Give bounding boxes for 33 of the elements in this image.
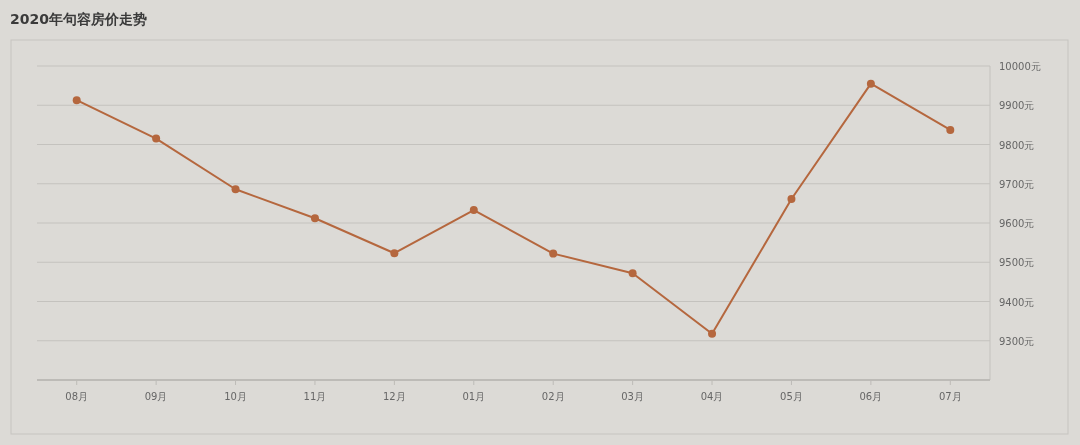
- x-tick-label: 02月: [541, 391, 565, 402]
- point: [946, 125, 955, 134]
- x-tick-label: 07月: [938, 391, 962, 402]
- x-tick-label: 03月: [621, 391, 644, 402]
- point: [866, 79, 875, 88]
- x-tick-label: 05月: [780, 391, 803, 402]
- x-tick-label: 06月: [859, 391, 883, 402]
- y-tick-label: 9500元: [999, 257, 1035, 269]
- y-tick-label: 9300元: [999, 335, 1035, 347]
- point: [469, 206, 478, 215]
- point: [549, 249, 558, 258]
- x-tick-label: 08月: [65, 391, 89, 402]
- y-tick-label: 10000元: [999, 61, 1041, 72]
- point: [390, 249, 399, 258]
- point: [628, 269, 637, 278]
- x-tick-label: 10月: [224, 391, 247, 402]
- y-tick-label: 9400元: [999, 296, 1035, 308]
- chart-title: 2020年句容房价走势: [10, 11, 147, 27]
- y-tick-label: 9900元: [999, 100, 1035, 112]
- x-tick-label: 04月: [700, 391, 724, 402]
- x-tick-label: 01月: [462, 391, 486, 402]
- y-tick-label: 9600元: [999, 218, 1035, 229]
- y-tick-label: 9700元: [999, 178, 1035, 190]
- x-tick-label: 11月: [303, 391, 327, 402]
- point: [310, 214, 319, 223]
- point: [787, 195, 796, 204]
- point: [231, 185, 240, 194]
- point: [152, 134, 161, 143]
- point: [708, 329, 717, 338]
- point: [72, 96, 81, 105]
- x-tick-label: 09月: [144, 391, 168, 402]
- y-tick-label: 9800元: [999, 139, 1035, 151]
- x-tick-label: 12月: [383, 391, 406, 402]
